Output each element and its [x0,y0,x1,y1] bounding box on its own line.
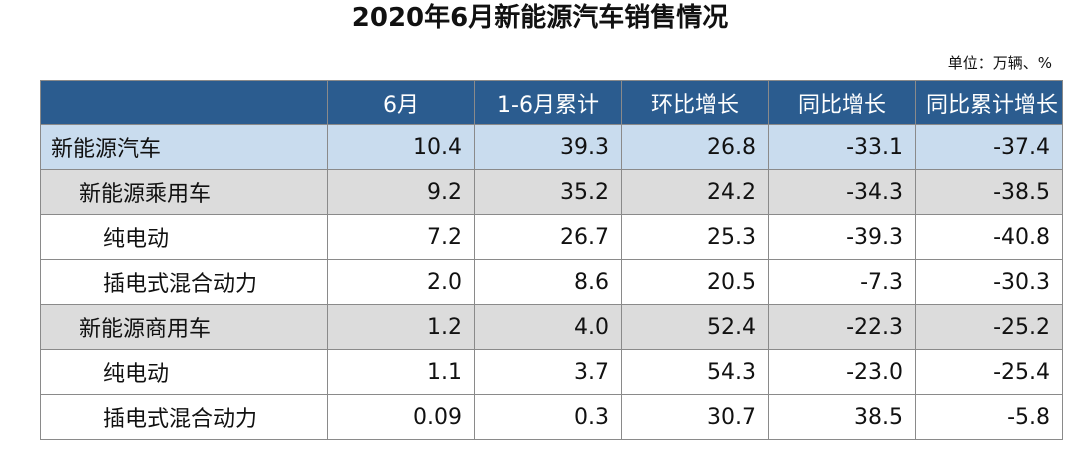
header-mom-growth: 环比增长 [621,80,769,125]
table-row: 插电式混合动力 2.0 8.6 20.5 -7.3 -30.3 [40,259,1063,305]
table-row: 新能源乘用车 9.2 35.2 24.2 -34.3 -38.5 [40,169,1063,215]
cell-mom: 52.4 [621,304,769,350]
row-label: 插电式混合动力 [40,259,328,305]
cell-ytd: 26.7 [474,214,622,260]
cell-yoy-cumulative: -37.4 [915,124,1063,170]
cell-mom: 54.3 [621,349,769,395]
row-label: 插电式混合动力 [40,394,328,440]
cell-mom: 24.2 [621,169,769,215]
table-row: 新能源汽车 10.4 39.3 26.8 -33.1 -37.4 [40,124,1063,170]
table-row: 插电式混合动力 0.09 0.3 30.7 38.5 -5.8 [40,394,1063,440]
row-label: 新能源乘用车 [40,169,328,215]
header-yoy-cumulative-growth: 同比累计增长 [915,80,1063,125]
cell-june: 1.2 [327,304,475,350]
header-ytd: 1-6月累计 [474,80,622,125]
cell-yoy-cumulative: -40.8 [915,214,1063,260]
cell-ytd: 8.6 [474,259,622,305]
cell-ytd: 3.7 [474,349,622,395]
cell-mom: 26.8 [621,124,769,170]
cell-mom: 20.5 [621,259,769,305]
cell-yoy: -34.3 [768,169,916,215]
cell-june: 7.2 [327,214,475,260]
table-row: 纯电动 1.1 3.7 54.3 -23.0 -25.4 [40,349,1063,395]
cell-ytd: 39.3 [474,124,622,170]
table-row: 新能源商用车 1.2 4.0 52.4 -22.3 -25.2 [40,304,1063,350]
cell-yoy-cumulative: -30.3 [915,259,1063,305]
table-row: 纯电动 7.2 26.7 25.3 -39.3 -40.8 [40,214,1063,260]
row-label: 新能源商用车 [40,304,328,350]
cell-june: 9.2 [327,169,475,215]
unit-label: 单位：万辆、% [947,54,1052,72]
cell-yoy: -33.1 [768,124,916,170]
table-header-row: 6月 1-6月累计 环比增长 同比增长 同比累计增长 [40,80,1063,125]
cell-june: 10.4 [327,124,475,170]
cell-ytd: 4.0 [474,304,622,350]
cell-june: 0.09 [327,394,475,440]
cell-mom: 30.7 [621,394,769,440]
cell-yoy: -22.3 [768,304,916,350]
cell-ytd: 35.2 [474,169,622,215]
cell-mom: 25.3 [621,214,769,260]
cell-yoy-cumulative: -25.4 [915,349,1063,395]
header-category [40,80,328,125]
page-title: 2020年6月新能源汽车销售情况 [351,3,729,33]
row-label: 纯电动 [40,214,328,260]
cell-yoy-cumulative: -25.2 [915,304,1063,350]
cell-yoy: -39.3 [768,214,916,260]
sales-table: 6月 1-6月累计 环比增长 同比增长 同比累计增长 新能源汽车 10.4 39… [40,80,1063,440]
cell-yoy: -7.3 [768,259,916,305]
cell-yoy-cumulative: -38.5 [915,169,1063,215]
row-label: 纯电动 [40,349,328,395]
cell-yoy: -23.0 [768,349,916,395]
cell-june: 2.0 [327,259,475,305]
cell-june: 1.1 [327,349,475,395]
cell-yoy: 38.5 [768,394,916,440]
row-label: 新能源汽车 [40,124,328,170]
header-june: 6月 [327,80,475,125]
header-yoy-growth: 同比增长 [768,80,916,125]
cell-yoy-cumulative: -5.8 [915,394,1063,440]
cell-ytd: 0.3 [474,394,622,440]
